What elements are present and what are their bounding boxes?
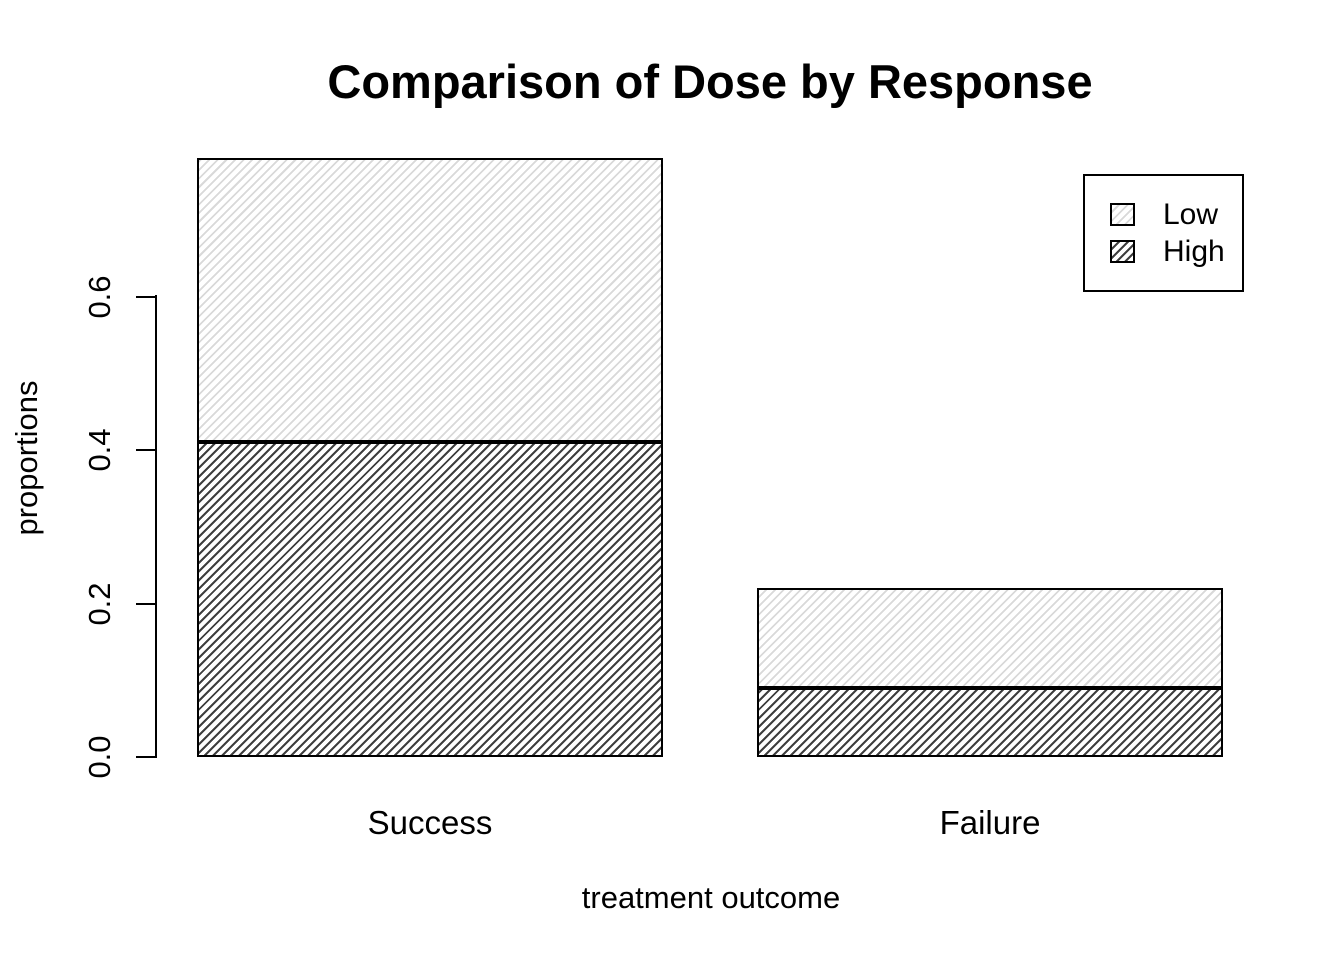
y-axis-line xyxy=(155,295,157,758)
x-category-label-success: Success xyxy=(367,804,493,841)
y-tick-label: 0.0 xyxy=(82,735,117,779)
legend: Low High xyxy=(1083,174,1244,292)
y-tick-label: 0.4 xyxy=(82,428,117,472)
y-tick-label: 0.6 xyxy=(82,274,117,319)
chart-title: Comparison of Dose by Response xyxy=(327,55,1093,108)
bar-segment-failure-high xyxy=(757,687,1223,757)
bar-segment-success-low xyxy=(197,158,663,443)
y-tick-mark xyxy=(136,602,156,605)
legend-label: High xyxy=(1163,234,1225,268)
y-axis-title: proportions xyxy=(9,380,44,536)
y-tick-mark xyxy=(136,756,156,758)
bar-segment-failure-low xyxy=(757,588,1223,688)
legend-item-high: High xyxy=(1110,236,1242,266)
y-tick-mark xyxy=(136,295,156,298)
legend-label: Low xyxy=(1163,197,1219,231)
x-category-label-failure: Failure xyxy=(939,804,1041,841)
legend-swatch-dark-hatch-icon xyxy=(1110,240,1135,263)
legend-item-low: Low xyxy=(1110,199,1242,229)
bar-segment-success-high xyxy=(197,442,663,757)
x-axis-title: treatment outcome xyxy=(581,880,841,915)
y-tick-mark xyxy=(136,449,156,451)
y-tick-label: 0.2 xyxy=(82,581,117,626)
legend-swatch-light-hatch-icon xyxy=(1110,203,1135,226)
